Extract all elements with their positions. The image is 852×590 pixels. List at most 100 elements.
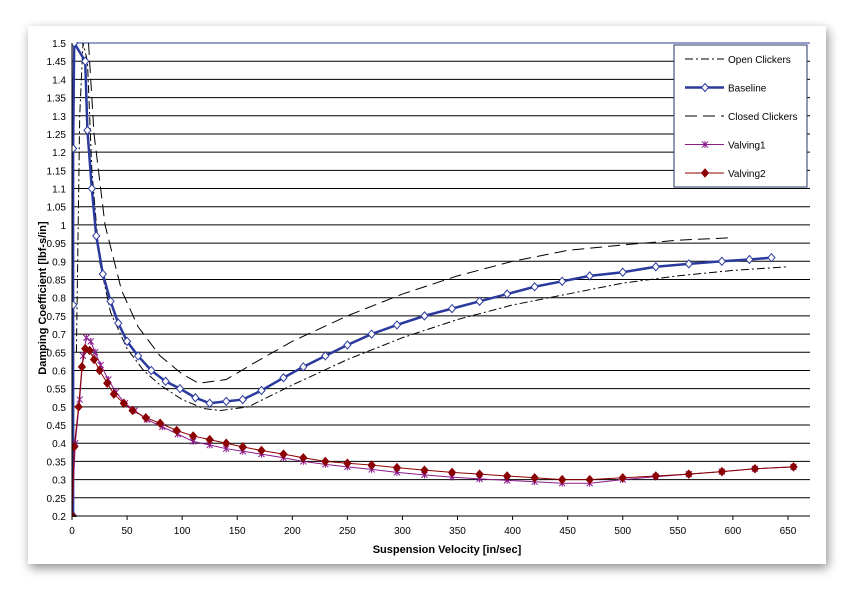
data-point: [447, 303, 457, 314]
data-point: [81, 56, 90, 66]
data-point: [85, 345, 94, 356]
data-point: [95, 365, 104, 376]
y-tick-label: 0.65: [47, 348, 67, 359]
y-tick-label: 0.5: [52, 403, 66, 414]
legend-label: Valving2: [728, 169, 766, 180]
data-point: [279, 372, 288, 383]
data-point: [420, 311, 429, 321]
data-point: [321, 456, 330, 467]
data-point: [745, 254, 754, 265]
y-tick-label: 1.45: [47, 57, 67, 68]
x-tick-label: 600: [725, 526, 742, 537]
data-point: [172, 425, 181, 436]
legend-label: Open Clickers: [728, 55, 791, 66]
data-point: [155, 418, 165, 428]
data-point: [475, 469, 484, 479]
y-tick-label: 0.3: [52, 476, 66, 487]
x-tick-label: 500: [614, 526, 631, 537]
data-point: [392, 462, 402, 473]
data-point: [77, 362, 87, 372]
data-point: [343, 340, 352, 350]
series-baseline: [72, 42, 776, 517]
y-tick-label: 0.75: [47, 312, 67, 323]
data-point: [618, 473, 627, 483]
y-tick-label: 1.4: [52, 75, 66, 86]
series-valving1: [72, 334, 797, 517]
data-point: [789, 462, 798, 472]
x-tick-label: 450: [559, 526, 576, 537]
series-valving2: [72, 343, 798, 517]
x-tick-label: 550: [669, 526, 686, 537]
y-tick-label: 1.2: [52, 148, 66, 159]
data-point: [700, 82, 710, 93]
x-tick-label: 400: [504, 526, 521, 537]
y-tick-label: 0.2: [52, 512, 66, 523]
x-axis-label: Suspension Velocity [in/sec]: [373, 544, 522, 556]
data-point: [343, 458, 352, 469]
data-point: [205, 398, 214, 408]
series-open-clickers: [75, 42, 789, 411]
legend: Open Clickers Baseline Closed Clickers Valv…: [673, 44, 808, 188]
y-tick-label: 0.95: [47, 239, 67, 250]
y-tick-label: 0.7: [52, 330, 66, 341]
data-point: [557, 474, 567, 485]
data-point: [367, 329, 376, 339]
data-point: [585, 271, 594, 281]
data-point: [238, 394, 247, 405]
data-point: [420, 465, 429, 475]
y-tick-label: 0.25: [47, 494, 67, 505]
data-point: [651, 471, 660, 481]
data-point: [72, 442, 79, 452]
data-point: [98, 269, 108, 279]
y-tick-label: 1.35: [47, 94, 67, 105]
data-point: [103, 378, 112, 388]
y-tick-label: 0.35: [47, 457, 67, 468]
x-tick-label: 250: [339, 526, 356, 537]
series-closed-clickers: [88, 42, 733, 384]
data-point: [530, 282, 539, 292]
data-point: [700, 168, 710, 178]
x-tick-label: 300: [394, 526, 411, 537]
data-point: [147, 365, 156, 376]
data-point: [72, 143, 78, 154]
y-axis-label: Damping Coefficient [lbf-s/in]: [37, 221, 49, 375]
data-point: [684, 469, 694, 479]
data-point: [72, 42, 79, 48]
data-point: [585, 474, 594, 485]
y-tick-label: 0.85: [47, 276, 67, 287]
y-tick-label: 0.45: [47, 421, 67, 432]
y-tick-label: 1: [60, 221, 66, 232]
data-point: [106, 296, 115, 307]
data-point: [188, 431, 198, 441]
x-tick-label: 0: [69, 526, 75, 537]
series-line: [72, 42, 772, 516]
data-point: [530, 473, 539, 483]
data-point: [618, 267, 627, 277]
data-point: [128, 405, 137, 416]
data-point: [651, 262, 660, 272]
y-tick-label: 0.9: [52, 257, 66, 268]
y-tick-label: 0.8: [52, 294, 66, 305]
data-point: [72, 300, 78, 310]
data-point: [392, 320, 402, 330]
data-point: [161, 376, 170, 387]
data-point: [684, 259, 694, 269]
data-point: [717, 256, 727, 267]
x-tick-label: 350: [449, 526, 466, 537]
y-tick-label: 1.3: [52, 112, 66, 123]
data-point: [133, 351, 143, 361]
x-tick-label: 50: [122, 526, 134, 537]
data-point: [109, 389, 119, 399]
data-point: [257, 445, 266, 456]
data-point: [750, 463, 760, 474]
y-tick-label: 0.4: [52, 439, 66, 450]
series-line: [72, 336, 794, 517]
x-tick-label: 100: [174, 526, 191, 537]
data-point: [122, 336, 132, 347]
data-point: [502, 471, 512, 481]
data-point: [557, 276, 567, 287]
y-tick-label: 1.5: [52, 39, 66, 50]
series-lines: [72, 42, 798, 517]
data-point: [502, 289, 512, 299]
